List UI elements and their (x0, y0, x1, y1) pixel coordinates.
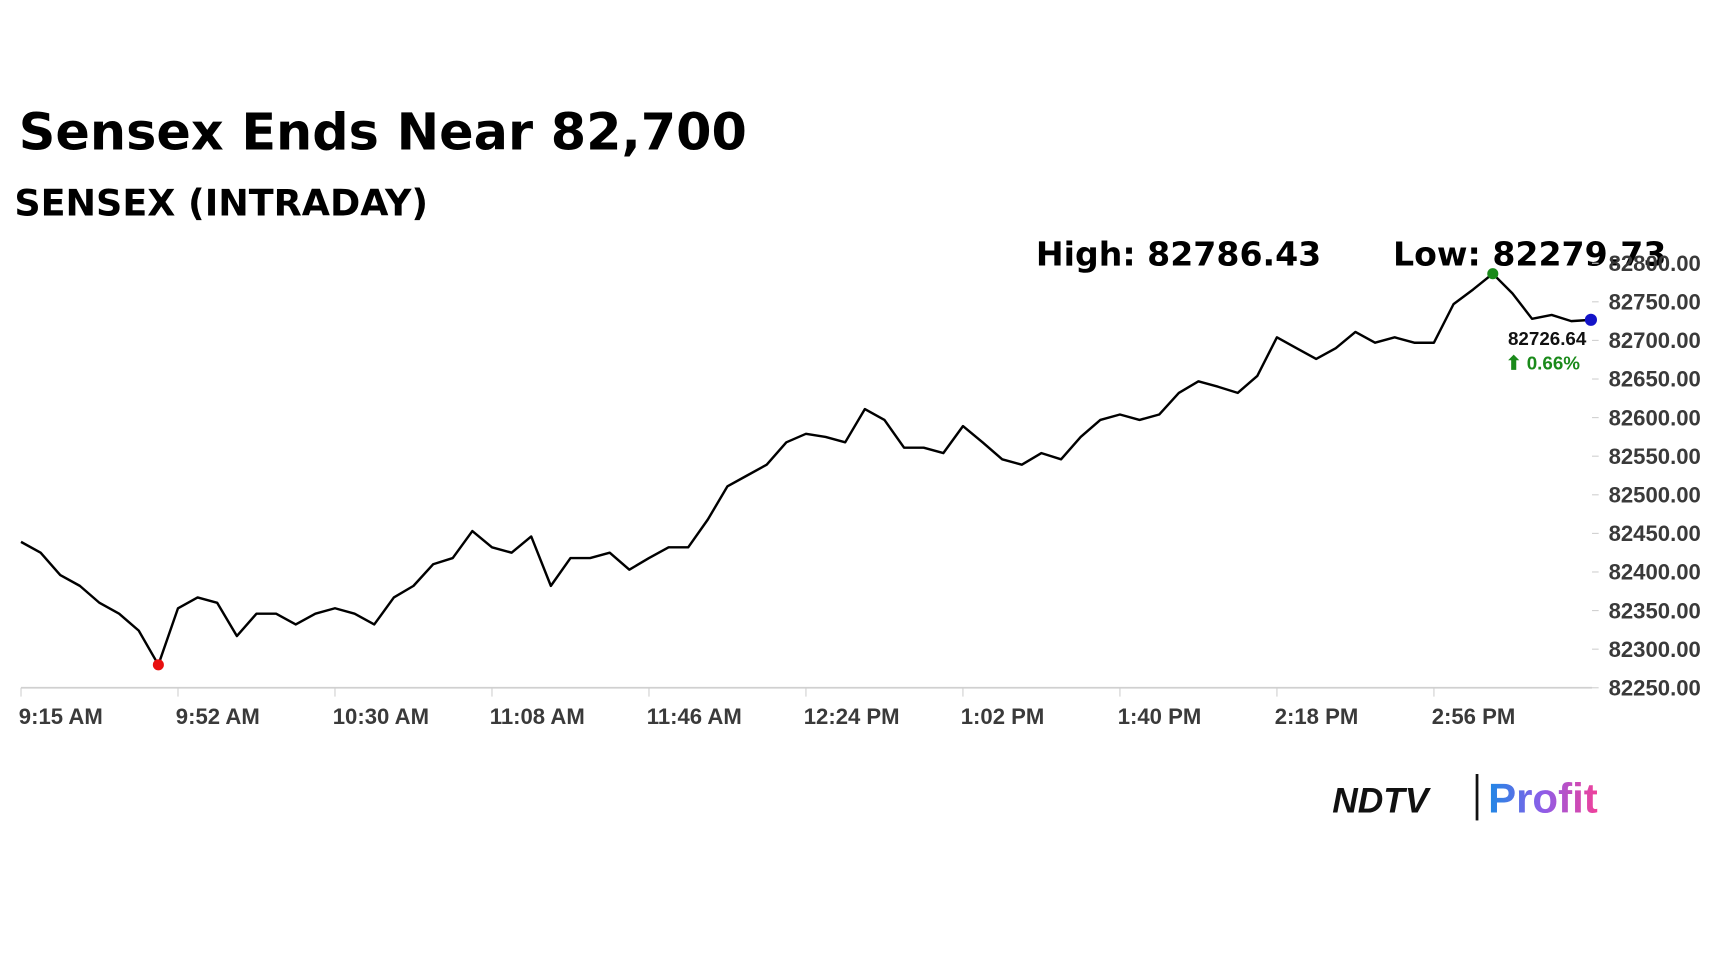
y-tick-label: 82550.00 (1609, 444, 1701, 469)
chart-title: Sensex Ends Near 82,700 (19, 102, 747, 161)
high-marker (1487, 268, 1499, 280)
chart-subtitle: SENSEX (INTRADAY) (14, 182, 428, 225)
low-label: Low: 82279.73 (1393, 234, 1666, 273)
x-tick-label: 10:30 AM (333, 704, 429, 729)
y-tick-label: 82650.00 (1609, 367, 1701, 392)
x-tick-label: 2:56 PM (1432, 704, 1516, 729)
x-tick-label: 11:08 AM (490, 704, 585, 729)
last-marker (1584, 313, 1597, 326)
x-tick-label: 9:15 AM (19, 704, 103, 729)
x-tick-label: 1:40 PM (1118, 704, 1202, 729)
y-tick-label: 82750.00 (1609, 290, 1701, 315)
y-tick-label: 82500.00 (1609, 483, 1701, 508)
y-tick-label: 82400.00 (1609, 560, 1701, 585)
y-tick-label: 82300.00 (1609, 637, 1701, 662)
y-tick-label: 82700.00 (1609, 328, 1701, 353)
y-tick-label: 82800.00 (1609, 251, 1701, 276)
logo-profit: Profit (1488, 775, 1598, 822)
logo-ndtv: NDTV (1332, 782, 1432, 821)
y-tick-label: 82450.00 (1609, 521, 1701, 546)
x-tick-label: 12:24 PM (804, 704, 900, 729)
x-tick-label: 1:02 PM (961, 704, 1045, 729)
low-marker (152, 659, 164, 671)
price-line (20, 272, 1591, 667)
y-tick-label: 82600.00 (1609, 405, 1701, 430)
y-tick-label: 82250.00 (1609, 676, 1701, 701)
last-value-label: 82726.64 (1508, 328, 1587, 349)
high-label: High: 82786.43 (1036, 234, 1321, 273)
x-tick-label: 11:46 AM (647, 704, 742, 729)
change-label: ⬆ 0.66% (1506, 352, 1581, 373)
y-tick-label: 82350.00 (1609, 598, 1701, 623)
x-tick-label: 2:18 PM (1275, 704, 1359, 729)
x-tick-label: 9:52 AM (176, 704, 260, 729)
